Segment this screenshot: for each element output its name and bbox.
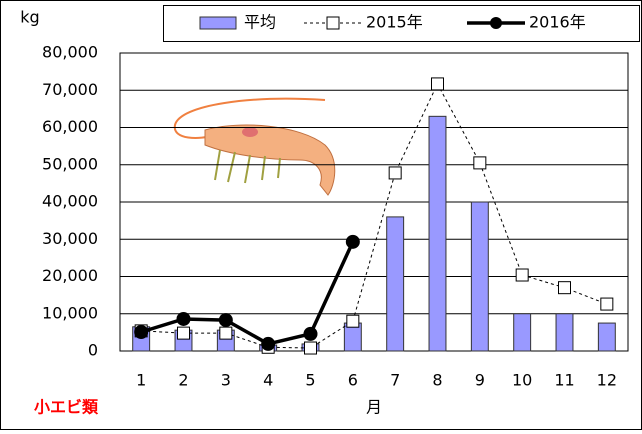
marker	[474, 157, 486, 169]
marker	[347, 315, 359, 327]
x-tick-label: 4	[263, 371, 273, 390]
legend-swatch	[200, 17, 236, 29]
y-tick-label: 30,000	[42, 229, 98, 248]
y-tick-label: 20,000	[42, 266, 98, 285]
y-tick-label: 80,000	[42, 43, 98, 62]
bar	[429, 116, 446, 351]
x-tick-label: 10	[512, 371, 532, 390]
marker	[389, 167, 401, 179]
bar	[387, 217, 404, 351]
annotation: 小エビ類	[34, 398, 99, 417]
marker	[432, 78, 444, 90]
frame	[1, 1, 642, 430]
marker	[220, 327, 232, 339]
y-tick-label: 40,000	[42, 192, 98, 211]
x-tick-label: 2	[178, 371, 188, 390]
x-axis-label: 月	[366, 398, 382, 417]
bar	[598, 323, 615, 351]
x-tick-label: 1	[136, 371, 146, 390]
marker	[261, 337, 275, 351]
x-tick-label: 11	[554, 371, 574, 390]
legend-label: 平均	[244, 13, 276, 32]
x-tick-label: 8	[432, 371, 442, 390]
x-tick-label: 7	[390, 371, 400, 390]
marker	[219, 313, 233, 327]
bar	[556, 314, 573, 351]
x-tick-label: 9	[475, 371, 485, 390]
marker	[516, 269, 528, 281]
y-axis-label: kg	[20, 8, 39, 27]
y-tick-label: 50,000	[42, 154, 98, 173]
marker	[305, 342, 317, 354]
marker	[346, 235, 360, 249]
x-tick-label: 5	[305, 371, 315, 390]
chart: kg 月 小エビ類 0 10,000 20,000 30,000 40,000 50,00…	[0, 0, 642, 430]
y-tick-label: 0	[88, 341, 98, 360]
marker	[601, 298, 613, 310]
bar	[514, 314, 531, 351]
marker	[178, 327, 190, 339]
x-tick-label: 3	[221, 371, 231, 390]
marker	[304, 327, 318, 341]
y-tick-label: 60,000	[42, 117, 98, 136]
legend-label: 2016年	[529, 13, 586, 32]
bar	[471, 202, 488, 351]
legend-marker	[327, 17, 339, 29]
marker	[559, 282, 571, 294]
y-tick-label: 10,000	[42, 303, 98, 322]
marker	[177, 312, 191, 326]
legend-marker	[490, 17, 502, 29]
x-tick-label: 12	[597, 371, 617, 390]
legend-label: 2015年	[366, 13, 423, 32]
y-tick-label: 70,000	[42, 80, 98, 99]
marker	[134, 325, 148, 339]
x-tick-label: 6	[348, 371, 358, 390]
